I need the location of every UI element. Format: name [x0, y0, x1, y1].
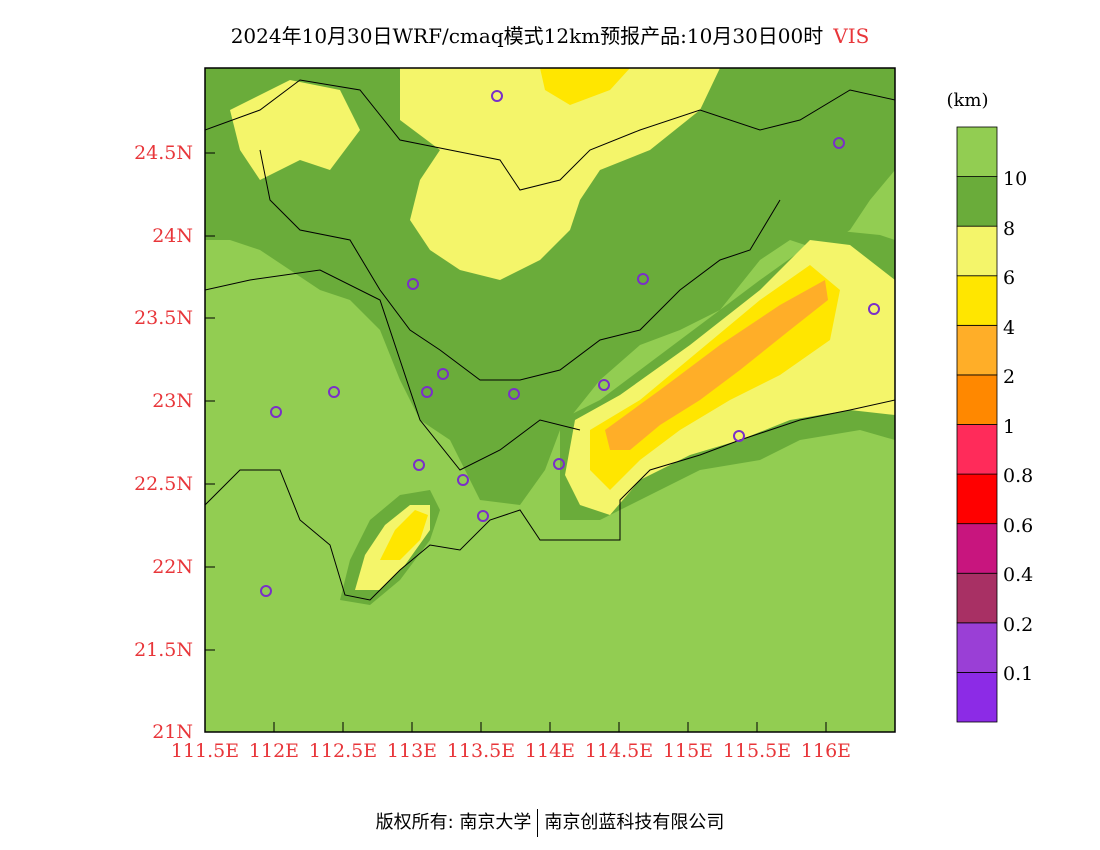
title-text: 2024年10月30日WRF/cmaq模式12km预报产品:10月30日00时: [230, 24, 824, 48]
visibility-field: [205, 68, 895, 732]
lon-label: 113E: [386, 740, 438, 762]
lat-label: 22N: [152, 556, 193, 578]
colorbar-label: 10: [1003, 168, 1028, 190]
colorbar-segment: [956, 473, 998, 525]
lon-label: 116E: [800, 740, 852, 762]
colorbar-unit: (km): [946, 90, 989, 111]
colorbar-label: 0.8: [1003, 465, 1034, 487]
colorbar-segment: [956, 523, 998, 574]
station-marker: [733, 430, 745, 442]
footer-divider: [537, 809, 539, 837]
station-marker: [598, 379, 610, 391]
colorbar-segment: [956, 572, 998, 624]
county-border-1: [259, 149, 781, 381]
axis-ticks: [205, 152, 827, 732]
vis-band-6km-north: [400, 68, 720, 280]
lat-label: 23.5N: [134, 307, 193, 329]
colorbar-label: 0.1: [1003, 663, 1034, 685]
lon-label: 112.5E: [308, 740, 378, 762]
colorbar-segment: [956, 176, 998, 227]
lon-label: 115E: [662, 740, 714, 762]
station-marker: [407, 278, 419, 290]
station-marker: [833, 137, 845, 149]
colorbar-label: 6: [1003, 267, 1016, 289]
lon-label: 112E: [248, 740, 300, 762]
station-marker: [421, 386, 433, 398]
vis-band-8km-north: [205, 68, 895, 505]
colorbar-segment: [956, 374, 998, 425]
lon-label: 113.5E: [446, 740, 516, 762]
coastline: [205, 399, 895, 601]
colorbar-label: 1: [1003, 416, 1016, 438]
vis-band-4km-north: [540, 68, 630, 105]
colorbar-segment: [956, 275, 998, 326]
colorbar-segment: [956, 324, 998, 376]
footer-right: 南京创蓝科技有限公司: [544, 812, 725, 833]
colorbar-segment: [956, 126, 998, 177]
station-marker: [637, 273, 649, 285]
lat-label: 21N: [152, 721, 193, 743]
station-markers: [260, 90, 880, 597]
colorbar: [956, 126, 998, 723]
station-marker: [457, 474, 469, 486]
vis-band-6km-nw: [230, 80, 360, 180]
map-title: 2024年10月30日WRF/cmaq模式12km预报产品:10月30日00时 V…: [0, 20, 1100, 49]
colorbar-label: 0.2: [1003, 614, 1034, 636]
lat-label: 22.5N: [134, 473, 193, 495]
colorbar-segment: [956, 225, 998, 277]
station-marker: [437, 368, 449, 380]
station-marker: [868, 303, 880, 315]
province-border: [205, 79, 895, 191]
colorbar-label: 2: [1003, 366, 1016, 388]
county-border-2: [205, 269, 581, 471]
lon-label: 114.5E: [584, 740, 654, 762]
lon-label: 114E: [524, 740, 576, 762]
copyright-footer: 版权所有: 南京大学 南京创蓝科技有限公司: [0, 808, 1100, 837]
lat-label: 24.5N: [134, 142, 193, 164]
footer-left: 版权所有: 南京大学: [375, 812, 532, 833]
vis-band-4km-sw: [380, 510, 428, 560]
station-marker: [508, 388, 520, 400]
station-marker: [260, 585, 272, 597]
lon-label: 115.5E: [722, 740, 792, 762]
colorbar-segment: [956, 622, 998, 673]
title-variable: VIS: [833, 24, 870, 48]
lat-label: 24N: [152, 225, 193, 247]
colorbar-segment: [956, 672, 998, 723]
station-marker: [553, 458, 565, 470]
station-marker: [413, 459, 425, 471]
station-marker: [328, 386, 340, 398]
station-marker: [491, 90, 503, 102]
boundary-lines: [205, 79, 895, 601]
lat-label: 21.5N: [134, 639, 193, 661]
station-marker: [270, 406, 282, 418]
lon-label: 111.5E: [170, 740, 240, 762]
lat-label: 23N: [152, 390, 193, 412]
colorbar-label: 4: [1003, 317, 1016, 339]
vis-band-2km-coast: [605, 280, 828, 450]
colorbar-segment: [956, 424, 998, 475]
colorbar-label: 0.6: [1003, 515, 1034, 537]
station-marker: [477, 510, 489, 522]
colorbar-label: 0.4: [1003, 564, 1034, 586]
colorbar-label: 8: [1003, 218, 1016, 240]
